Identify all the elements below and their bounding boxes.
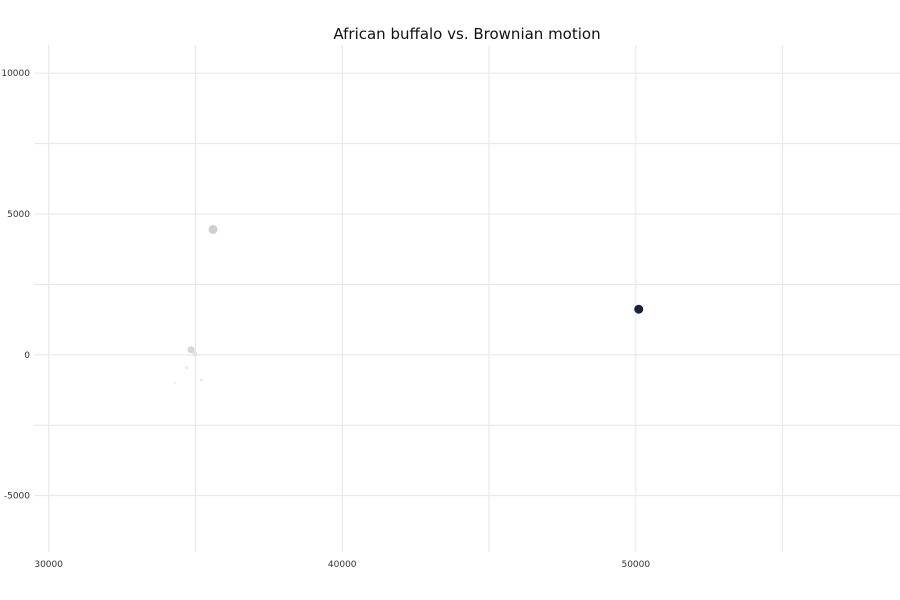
scatter-point [192,351,198,357]
x-tick-label: 30000 [34,560,63,570]
y-tick-label: -5000 [4,492,30,502]
scatter-point [199,378,203,382]
scatter-point [208,224,218,234]
x-tick-label: 50000 [621,560,650,570]
scatter-point [634,304,644,314]
scatter-point [187,346,195,354]
scatter-point [173,381,177,385]
x-tick-label: 40000 [328,560,357,570]
y-tick-label: 5000 [7,210,30,220]
scatter-point [185,365,189,370]
chart-title: African buffalo vs. Brownian motion [333,25,600,43]
grid-layer [34,45,900,552]
y-tick-label: 10000 [1,69,30,79]
points-layer [173,224,644,385]
y-tick-label: 0 [24,351,30,361]
